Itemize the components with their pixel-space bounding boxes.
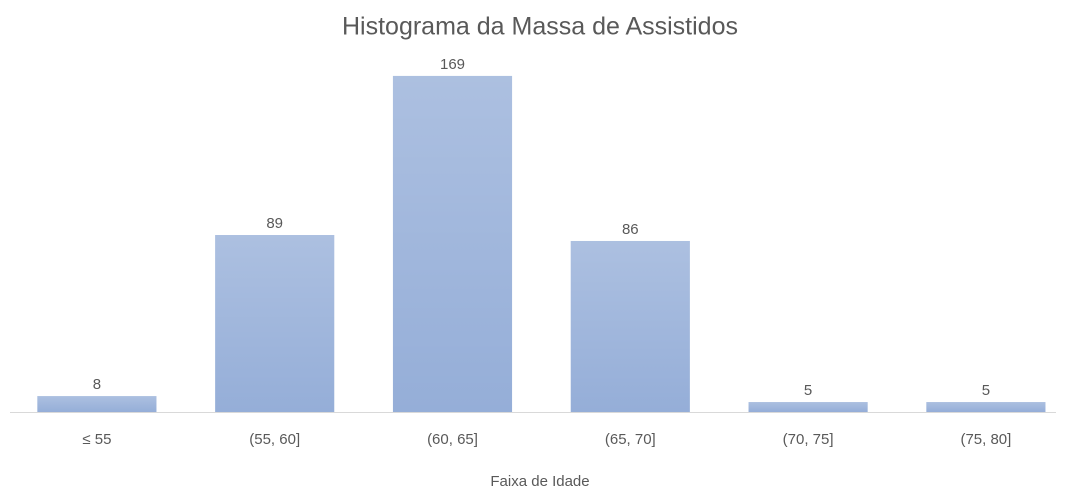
- x-tick-label: (60, 65]: [427, 431, 478, 448]
- x-tick-label: (55, 60]: [249, 431, 300, 448]
- bar-shading: [37, 396, 157, 412]
- x-axis-title: Faixa de Idade: [490, 473, 589, 490]
- bar-shading: [392, 75, 513, 412]
- bar-shading: [215, 235, 335, 412]
- bar-shading: [748, 402, 868, 412]
- bar-shading: [570, 240, 690, 412]
- bar-shading: [926, 402, 1046, 412]
- x-tick-label: (75, 80]: [960, 431, 1011, 448]
- data-label: 5: [982, 382, 990, 399]
- x-tick-label: ≤ 55: [82, 431, 111, 448]
- data-label: 89: [266, 215, 283, 232]
- x-tick-label: (65, 70]: [605, 431, 656, 448]
- x-tick-label: (70, 75]: [783, 431, 834, 448]
- data-label: 5: [804, 382, 812, 399]
- data-label: 86: [622, 221, 639, 238]
- chart-title: Histograma da Massa de Assistidos: [342, 13, 738, 41]
- data-label: 169: [440, 56, 465, 73]
- data-label: 8: [93, 376, 101, 393]
